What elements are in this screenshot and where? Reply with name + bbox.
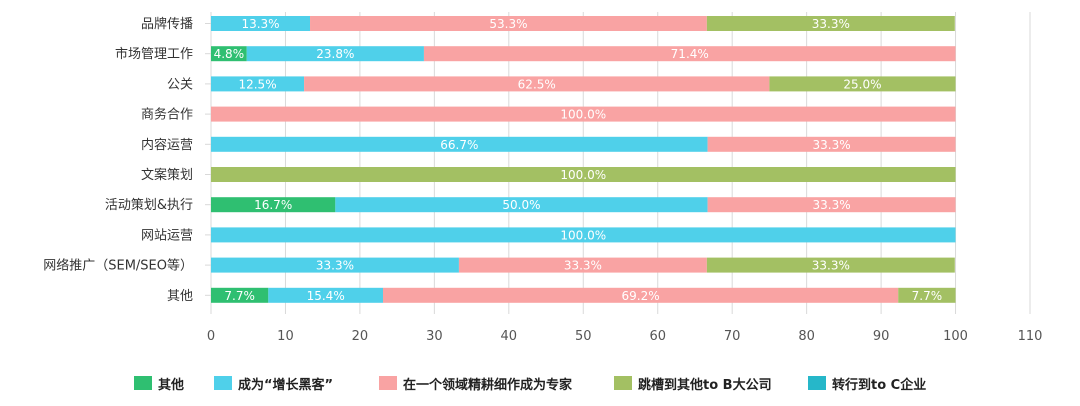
bar-segment	[706, 257, 955, 273]
data-label: 33.3%	[812, 17, 850, 31]
bar-segment	[898, 287, 956, 303]
legend-swatch	[379, 376, 397, 390]
data-label: 4.8%	[214, 47, 245, 61]
bar-segment	[211, 16, 311, 31]
legend-swatch	[808, 376, 826, 390]
data-label: 33.3%	[813, 138, 851, 152]
data-label: 7.7%	[224, 289, 255, 303]
bar-segment	[458, 257, 707, 273]
data-label: 100.0%	[560, 168, 606, 182]
category-label: 网络推广（SEM/SEO等）	[43, 258, 193, 274]
category-label: 商务合作	[141, 107, 193, 123]
category-label: 活动策划&执行	[105, 197, 193, 213]
data-label: 71.4%	[671, 47, 709, 61]
bar-segment	[211, 287, 269, 303]
legend: 其他 成为“增长黑客” 在一个领域精耕细作成为专家 跳槽到其他to B大公司 转行到to…	[0, 372, 1080, 396]
bar-segments	[211, 16, 956, 303]
data-label: 62.5%	[518, 77, 556, 91]
legend-label: 在一个领域精耕细作成为专家	[403, 377, 573, 393]
category-label: 其他	[167, 289, 193, 304]
bar-segment	[769, 76, 956, 92]
x-tick-label: 100	[943, 329, 968, 344]
category-label: 市场管理工作	[115, 46, 193, 62]
data-label: 13.3%	[241, 17, 279, 31]
data-label: 69.2%	[622, 289, 660, 303]
legend-label: 其他	[158, 377, 185, 393]
bar-segment	[706, 16, 955, 31]
x-tick-label: 90	[873, 329, 890, 344]
bar-segment	[423, 46, 956, 62]
data-label: 100.0%	[560, 228, 606, 242]
legend-item[interactable]: 在一个领域精耕细作成为专家	[379, 372, 572, 394]
legend-label: 跳槽到其他to B大公司	[638, 377, 772, 393]
data-label: 7.7%	[912, 289, 943, 303]
data-label: 53.3%	[489, 17, 527, 31]
legend-label: 成为“增长黑客”	[238, 377, 334, 393]
legend-item[interactable]: 跳槽到其他to B大公司	[614, 372, 772, 394]
x-tick-label: 20	[352, 329, 369, 344]
data-label: 66.7%	[440, 138, 478, 152]
data-label: 50.0%	[502, 198, 540, 212]
legend-item[interactable]: 其他	[134, 372, 184, 394]
bar-segment	[246, 46, 424, 62]
bar-segment	[211, 167, 956, 182]
x-tick-label: 40	[501, 329, 518, 344]
bar-segment	[211, 106, 956, 122]
data-label: 33.3%	[812, 259, 850, 273]
bar-segment	[335, 197, 708, 213]
x-tick-label: 0	[207, 329, 215, 344]
data-label: 23.8%	[316, 47, 354, 61]
data-label: 100.0%	[560, 108, 606, 122]
bar-segment	[211, 46, 247, 62]
x-tick-label: 110	[1018, 329, 1043, 344]
x-tick-label: 30	[426, 329, 443, 344]
bar-segment	[310, 16, 707, 31]
data-label: 33.3%	[813, 198, 851, 212]
x-tick-label: 80	[798, 329, 815, 344]
bar-segment	[211, 257, 459, 273]
x-tick-label: 10	[277, 329, 294, 344]
category-label: 内容运营	[141, 137, 193, 153]
data-label: 16.7%	[254, 198, 292, 212]
category-label: 公关	[167, 77, 193, 92]
segment-labels: 13.3% 53.3% 33.3% 4.8% 23.8% 71.4% 12.5% 62.5% 2…	[214, 17, 943, 303]
stacked-bar-chart: 13.3% 53.3% 33.3% 4.8% 23.8% 71.4% 12.5% 62.5% 2…	[43, 12, 1043, 344]
bar-segment	[211, 136, 708, 152]
legend-label: 转行到to C企业	[832, 377, 927, 393]
bar-segment	[211, 197, 336, 213]
category-labels: 品牌传播市场管理工作公关商务合作内容运营文案策划活动策划&执行网站运营网络推广（…	[43, 16, 211, 304]
legend-swatch	[134, 376, 152, 390]
data-label: 12.5%	[238, 77, 276, 91]
category-label: 品牌传播	[141, 16, 193, 32]
legend-item[interactable]: 成为“增长黑客”	[214, 372, 333, 394]
legend-swatch	[214, 376, 232, 390]
bar-segment	[211, 227, 956, 243]
data-label: 15.4%	[307, 289, 345, 303]
data-label: 33.3%	[316, 259, 354, 273]
x-tick-label: 50	[575, 329, 592, 344]
bar-segment	[707, 197, 956, 213]
bar-segment	[304, 76, 770, 92]
x-tick-label: 60	[649, 329, 666, 344]
data-label: 33.3%	[564, 259, 602, 273]
bar-segment	[707, 136, 956, 152]
bar-segment	[268, 287, 383, 303]
bar-segment	[382, 287, 899, 303]
category-label: 网站运营	[141, 228, 193, 243]
legend-item[interactable]: 转行到to C企业	[808, 372, 926, 394]
bar-segment	[211, 76, 305, 92]
category-label: 文案策划	[141, 167, 193, 183]
data-label: 25.0%	[843, 77, 881, 91]
x-tick-label: 70	[724, 329, 741, 344]
legend-swatch	[614, 376, 632, 390]
x-axis-ticks: 0 10 20 30 40 50 60 70 80 90 100 110	[207, 329, 1043, 344]
